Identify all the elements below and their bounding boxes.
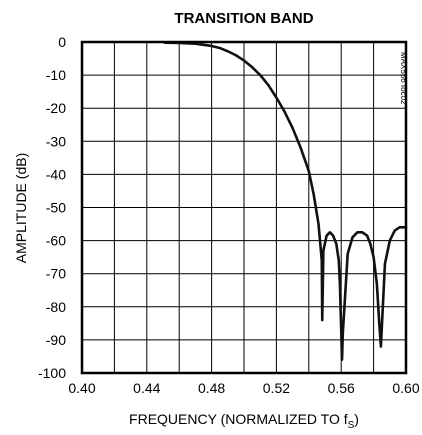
x-tick-label: 0.44 xyxy=(133,380,160,396)
y-tick-label: -50 xyxy=(46,200,66,216)
y-axis-label: AMPLITUDE (dB) xyxy=(13,153,29,263)
y-tick-label: -40 xyxy=(46,166,66,182)
y-tick-label: 0 xyxy=(58,34,66,50)
x-tick-labels: 0.40 0.44 0.48 0.52 0.56 0.60 xyxy=(68,380,419,396)
y-tick-label: -80 xyxy=(46,299,66,315)
x-tick-label: 0.60 xyxy=(392,380,419,396)
x-tick-label: 0.40 xyxy=(68,380,95,396)
y-tick-label: -100 xyxy=(38,365,66,381)
plot-frame xyxy=(80,40,408,375)
grid xyxy=(81,41,407,374)
x-tick-label: 0.48 xyxy=(198,380,225,396)
figure-code: MAX556 toc02 xyxy=(399,52,408,105)
response-curve xyxy=(163,41,408,362)
y-tick-labels: 0 -10 -20 -30 -40 -50 -60 -70 -80 -90 -100 xyxy=(38,34,66,381)
x-axis-label: FREQUENCY (NORMALIZED TO fS) xyxy=(129,411,359,431)
y-tick-label: -20 xyxy=(46,100,66,116)
y-tick-label: -70 xyxy=(46,266,66,282)
chart-title: TRANSITION BAND xyxy=(174,10,313,27)
x-tick-label: 0.52 xyxy=(263,380,290,396)
y-tick-label: -60 xyxy=(46,233,66,249)
y-tick-label: -10 xyxy=(46,67,66,83)
series-layer xyxy=(163,41,408,362)
x-tick-label: 0.56 xyxy=(328,380,355,396)
y-tick-label: -90 xyxy=(46,332,66,348)
y-tick-label: -30 xyxy=(46,133,66,149)
